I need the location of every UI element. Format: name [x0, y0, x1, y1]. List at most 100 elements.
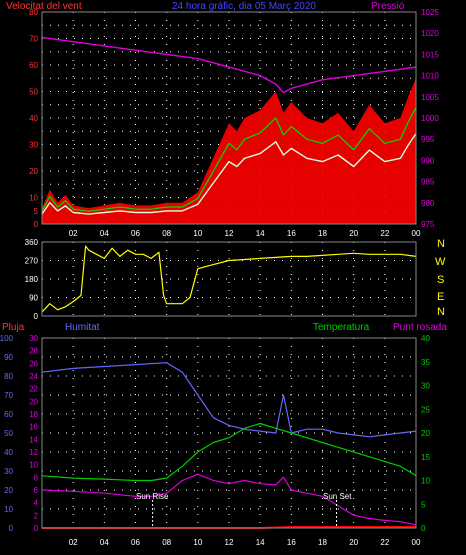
- dewpoint-tick-label: 8: [34, 473, 39, 482]
- temperature-tick-label: 35: [421, 358, 430, 367]
- wind-tick-label: 40: [29, 114, 38, 123]
- pressure-tick-label: 1010: [421, 72, 439, 81]
- wind-tick-label: 70: [29, 35, 38, 44]
- dewpoint-tick-label: 0: [34, 524, 39, 533]
- temperature-tick-label: 15: [421, 453, 430, 462]
- compass-n-bottom: N: [437, 306, 445, 318]
- pressure-line: [41, 36, 417, 94]
- temperature-tick-label: 10: [421, 477, 430, 486]
- temperature-tick-label: 0: [421, 524, 426, 533]
- rain-humidity-tick-label: 30: [4, 467, 13, 476]
- dewpoint-tick-label: 16: [29, 423, 38, 432]
- compass-e: E: [437, 291, 444, 303]
- dewpoint-tick-label: 14: [29, 435, 38, 444]
- rain-humidity-tick-label: 20: [4, 486, 13, 495]
- temperature-label: Temperatura: [313, 322, 370, 333]
- wind-tick-label: 50: [29, 88, 38, 97]
- wind-tick-label: 30: [29, 141, 38, 150]
- temperature-tick-label: 40: [421, 334, 430, 343]
- wind-x-tick-label: 08: [162, 229, 171, 238]
- wind-x-tick-label: 18: [318, 229, 327, 238]
- humidity-line: [41, 362, 417, 438]
- rain-humidity-tick-label: 0: [9, 524, 14, 533]
- rain-label: Pluja: [2, 322, 25, 333]
- temperature-line: [41, 422, 417, 482]
- climate-x-tick-label: 04: [100, 538, 109, 547]
- wind-x-tick-label: 16: [287, 229, 296, 238]
- wind-speed-label: Velocitat del vent: [6, 1, 82, 12]
- pressure-tick-label: 1015: [421, 50, 439, 59]
- climate-x-tick-label: 20: [349, 538, 358, 547]
- wind-tick-label: 80: [29, 8, 38, 17]
- rain-humidity-tick-label: 10: [4, 505, 13, 514]
- temperature-tick-label: 30: [421, 382, 430, 391]
- wind-x-tick-label: 00: [412, 229, 421, 238]
- temperature-tick-label: 5: [421, 500, 426, 509]
- dewpoint-tick-label: 26: [29, 359, 38, 368]
- humidity-label: Humitat: [65, 322, 100, 333]
- wind-x-tick-label: 02: [69, 229, 78, 238]
- pressure-tick-label: 990: [421, 156, 435, 165]
- climate-x-tick-label: 08: [162, 538, 171, 547]
- wind-tick-label: 20: [29, 167, 38, 176]
- dewpoint-tick-label: 28: [29, 347, 38, 356]
- sun-rise-label: Sun Rise: [136, 492, 169, 501]
- climate-x-tick-label: 00: [412, 538, 421, 547]
- dewpoint-label: Punt rosada: [393, 322, 447, 333]
- climate-x-tick-label: 12: [225, 538, 234, 547]
- pressure-tick-label: 975: [421, 220, 435, 229]
- climate-x-tick-label: 06: [131, 538, 140, 547]
- direction-tick-label: 180: [25, 275, 39, 284]
- wind-gust-area: [42, 78, 416, 224]
- climate-x-tick-label: 10: [193, 538, 202, 547]
- climate-x-tick-label: 16: [287, 538, 296, 547]
- pressure-tick-label: 995: [421, 135, 435, 144]
- compass-w: W: [435, 256, 446, 268]
- wind-avg-line: [41, 107, 417, 212]
- climate-panel-frame: [41, 337, 417, 529]
- compass-s: S: [437, 274, 444, 286]
- compass-n-top: N: [437, 238, 445, 250]
- dewpoint-tick-label: 10: [29, 461, 38, 470]
- wind-tick-label: 10: [29, 194, 38, 203]
- climate-x-tick-label: 22: [380, 538, 389, 547]
- dewpoint-tick-label: 18: [29, 410, 38, 419]
- rain-humidity-tick-label: 90: [4, 353, 13, 362]
- wind-x-tick-label: 10: [193, 229, 202, 238]
- pressure-tick-label: 1000: [421, 114, 439, 123]
- wind-x-tick-label: 04: [100, 229, 109, 238]
- pressure-label: Pressió: [371, 1, 405, 12]
- wind-tick-label: 60: [29, 61, 38, 70]
- direction-tick-label: 270: [25, 257, 39, 266]
- pressure-tick-label: 985: [421, 178, 435, 187]
- rain-humidity-tick-label: 70: [4, 391, 13, 400]
- climate-x-tick-label: 14: [256, 538, 265, 547]
- temperature-tick-label: 20: [421, 429, 430, 438]
- wind-x-tick-label: 14: [256, 229, 265, 238]
- rain-humidity-tick-label: 50: [4, 429, 13, 438]
- sun-set-label: Sun Set: [323, 492, 352, 501]
- dewpoint-tick-label: 6: [34, 486, 39, 495]
- rain-humidity-tick-label: 100: [0, 334, 14, 343]
- direction-tick-label: 0: [34, 312, 39, 321]
- pressure-tick-label: 1020: [421, 29, 439, 38]
- wind-x-tick-label: 22: [380, 229, 389, 238]
- chart-title: 24 hora gràfic, dia 05 Març 2020: [172, 1, 316, 12]
- direction-tick-label: 90: [29, 294, 38, 303]
- climate-x-tick-label: 02: [69, 538, 78, 547]
- rain-humidity-tick-label: 60: [4, 410, 13, 419]
- dewpoint-tick-label: 22: [29, 385, 38, 394]
- pressure-tick-label: 1025: [421, 8, 439, 17]
- wind-low-line: [41, 133, 417, 215]
- rain-humidity-tick-label: 40: [4, 448, 13, 457]
- wind-panel-frame: [41, 11, 417, 225]
- rain-humidity-tick-label: 80: [4, 372, 13, 381]
- dewpoint-tick-label: 2: [34, 511, 39, 520]
- wind-x-tick-label: 06: [131, 229, 140, 238]
- direction-line: [41, 245, 417, 313]
- dewpoint-tick-label: 24: [29, 372, 38, 381]
- direction-tick-label: 360: [25, 238, 39, 247]
- dewpoint-tick-label: 30: [29, 334, 38, 343]
- dewpoint-line: [41, 473, 417, 526]
